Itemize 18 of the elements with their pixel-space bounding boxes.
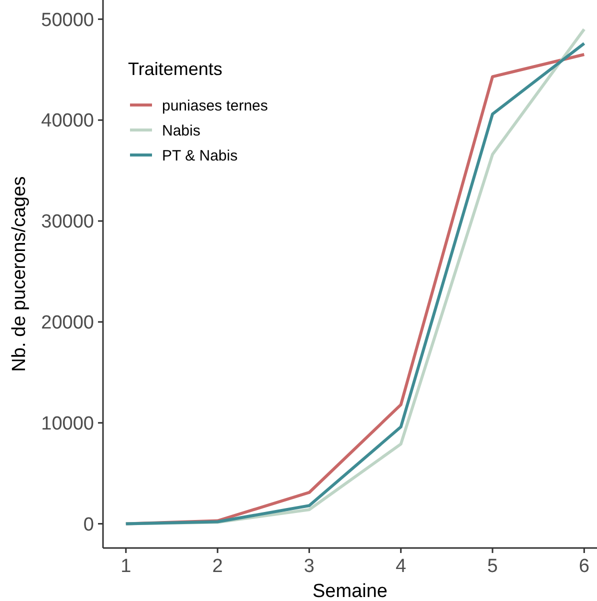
legend-label: Nabis	[162, 122, 200, 140]
y-tick-label: 20000	[41, 312, 94, 334]
y-tick-label: 0	[83, 514, 94, 536]
x-tick-label: 4	[396, 556, 407, 577]
y-axis-title: Nb. de pucerons/cages	[9, 176, 30, 372]
legend-title: Traitements	[128, 59, 222, 79]
x-tick-label: 2	[212, 556, 223, 577]
x-tick-label: 6	[578, 556, 590, 577]
y-tick-label: 40000	[41, 110, 94, 132]
x-tick-label: 1	[120, 556, 132, 577]
x-tick-label: 3	[304, 556, 315, 577]
x-tick-label: 5	[487, 556, 498, 577]
y-tick-label: 50000	[41, 10, 94, 31]
y-tick-label: 30000	[41, 212, 94, 233]
x-axis-title: Semaine	[312, 581, 388, 601]
y-tick-label: 10000	[41, 414, 94, 435]
legend-label: PT & Nabis	[162, 147, 238, 164]
legend-label: puniases ternes	[162, 97, 268, 114]
